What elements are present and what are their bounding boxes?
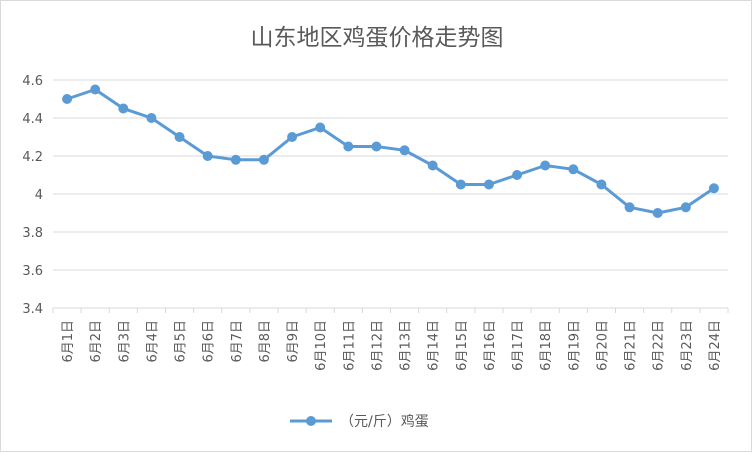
x-tick-label: 6月11日	[342, 320, 357, 371]
x-tick-label: 6月21日	[624, 320, 639, 371]
data-point	[708, 183, 719, 194]
x-tick-label: 6月20日	[595, 320, 610, 371]
x-tick-label: 6月7日	[230, 320, 245, 363]
x-tick-label: 6月5日	[174, 320, 189, 363]
data-point	[343, 141, 354, 152]
data-point	[118, 103, 129, 114]
data-point	[202, 151, 213, 161]
x-tick-label: 6月24日	[708, 320, 723, 371]
data-point	[483, 179, 494, 190]
x-tick-label: 6月10日	[314, 320, 329, 371]
x-tick-label: 6月13日	[399, 320, 414, 371]
x-tick-label: 6月9日	[286, 320, 301, 363]
series-line	[65, 88, 716, 215]
data-point	[62, 94, 73, 104]
data-point	[568, 164, 579, 175]
x-tick-label: 6月16日	[483, 320, 498, 371]
legend: （元/斤）鸡蛋	[290, 413, 429, 430]
x-tick-label: 6月15日	[455, 320, 470, 371]
data-point	[287, 132, 298, 142]
data-point	[680, 202, 691, 213]
data-point	[427, 160, 438, 171]
data-point	[455, 179, 466, 190]
data-point	[596, 179, 607, 190]
data-point	[258, 154, 269, 165]
series-layer	[62, 84, 719, 218]
x-tick-label: 6月18日	[539, 320, 554, 371]
x-axis: 6月1日 6月2日 6月3日 6月4日 6月5日 6月6日 6月7日 6月8日 6月9日 6月10…	[52, 308, 729, 371]
data-point	[371, 141, 382, 152]
data-point	[90, 84, 101, 95]
data-point	[399, 145, 410, 156]
legend-marker-swatch	[306, 416, 316, 426]
x-tick-label: 6月3日	[117, 320, 132, 363]
data-point	[540, 160, 551, 171]
y-tick-label: 3.6	[22, 264, 43, 279]
x-tick-label: 6月6日	[202, 320, 217, 363]
y-axis: 3.4 3.6 3.8 4 4.2 4.4 4.6	[22, 74, 43, 317]
y-tick-label: 4.6	[22, 74, 43, 89]
x-tick-label: 6月1日	[61, 320, 76, 363]
gridlines	[53, 79, 728, 309]
legend-label: （元/斤）鸡蛋	[340, 413, 429, 430]
x-tick-label: 6月12日	[370, 320, 385, 371]
data-point	[512, 170, 523, 180]
data-point	[174, 132, 185, 142]
data-point	[230, 154, 241, 165]
x-tick-label: 6月19日	[567, 320, 582, 371]
y-tick-label: 3.4	[22, 302, 43, 317]
x-tick-label: 6月2日	[89, 320, 104, 363]
data-point	[315, 122, 326, 133]
x-tick-label: 6月4日	[145, 320, 160, 363]
y-tick-label: 4.2	[22, 150, 43, 165]
x-tick-label: 6月17日	[511, 320, 526, 371]
x-tick-label: 6月23日	[680, 320, 695, 371]
y-tick-label: 3.8	[22, 226, 43, 241]
data-point	[624, 202, 635, 213]
data-point	[652, 208, 663, 218]
y-tick-label: 4.4	[22, 112, 43, 127]
x-tick-label: 6月8日	[258, 320, 273, 363]
y-tick-label: 4	[35, 188, 43, 203]
chart-title: 山东地区鸡蛋价格走势图	[251, 25, 504, 51]
x-tick-label: 6月14日	[427, 320, 442, 371]
x-tick-label: 6月22日	[652, 320, 667, 371]
data-point	[146, 113, 157, 123]
